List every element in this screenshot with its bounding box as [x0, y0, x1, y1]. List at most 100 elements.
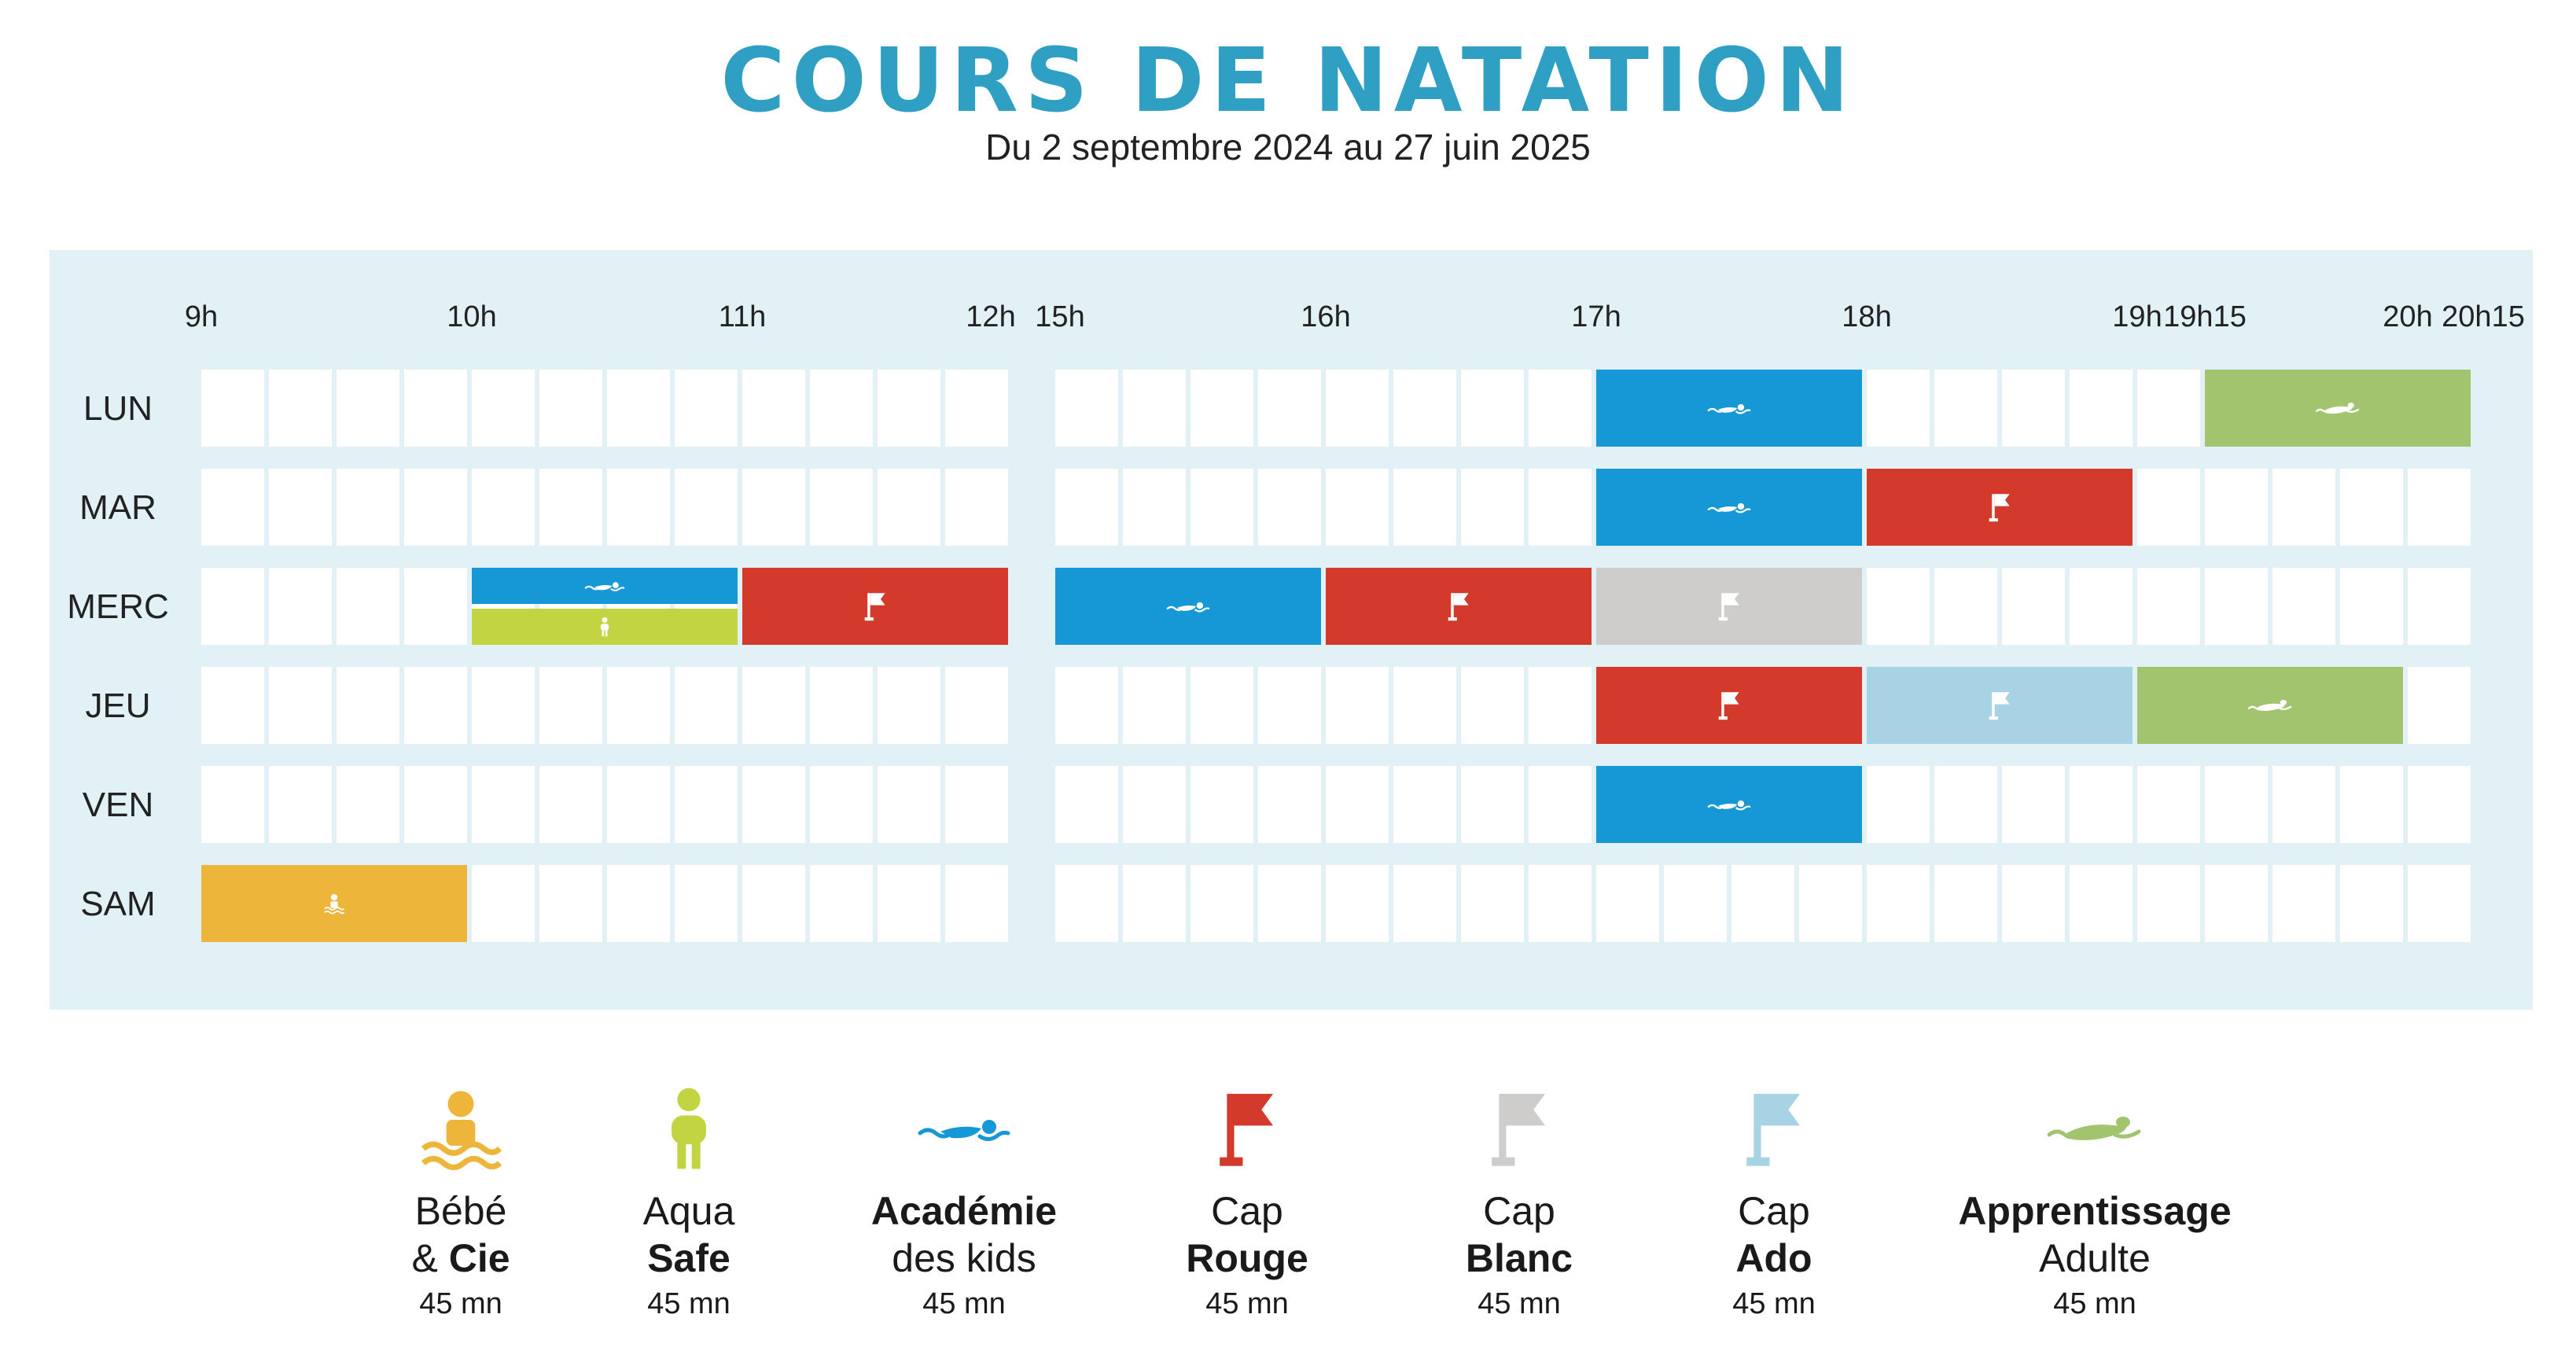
legend-item-bebe: Bébé & Cie 45 mn	[304, 1069, 618, 1326]
time-label: 12h	[966, 300, 1016, 333]
baby-swimmer-icon	[421, 1091, 502, 1171]
grid-cell	[2272, 865, 2335, 942]
grid-cell	[945, 370, 1008, 447]
page-subtitle: Du 2 septembre 2024 au 27 juin 2025	[985, 127, 1591, 167]
grid-cell	[2137, 568, 2200, 645]
academie-icon	[584, 582, 625, 591]
grid-cell	[1393, 370, 1456, 447]
day-label-sam: SAM	[80, 885, 156, 923]
grid-cell	[1190, 667, 1253, 744]
page-title: COURS DE NATATION	[720, 30, 1856, 132]
course-slot-bebe[interactable]	[201, 865, 467, 942]
grid-cell	[742, 469, 805, 546]
course-slot-cap-ado[interactable]	[1867, 667, 2133, 744]
course-slot-academie[interactable]	[1596, 766, 1862, 843]
grid-cell	[337, 766, 399, 843]
grid-cell	[1258, 469, 1321, 546]
day-label-jeu: JEU	[85, 687, 151, 725]
grid-cell	[1190, 469, 1253, 546]
grid-cell	[1326, 865, 1389, 942]
grid-cell	[945, 469, 1008, 546]
grid-cell	[742, 865, 805, 942]
grid-cell	[607, 370, 670, 447]
course-slot-cap-rouge[interactable]	[742, 568, 1008, 645]
day-label-mar: MAR	[79, 488, 156, 527]
grid-cell	[878, 667, 940, 744]
legend-subtitle: Ado	[1617, 1235, 1931, 1282]
time-label: 16h	[1301, 300, 1351, 333]
flag-icon	[1718, 593, 1739, 621]
academie-icon	[1707, 403, 1751, 414]
time-label: 10h	[447, 300, 497, 333]
grid-cell	[1461, 865, 1524, 942]
course-slot-cap-rouge[interactable]	[1596, 667, 1862, 744]
grid-cell	[2137, 766, 2200, 843]
grid-cell	[2002, 370, 2065, 447]
grid-cell	[1867, 568, 1930, 645]
grid-cell	[1190, 766, 1253, 843]
grid-cell	[2408, 568, 2471, 645]
legend-title: Cap	[1738, 1189, 1810, 1233]
legend-name: Ado	[1735, 1236, 1812, 1280]
course-slot-cap-rouge[interactable]	[1326, 568, 1592, 645]
grid-cell	[1529, 667, 1592, 744]
grid-cell	[1123, 667, 1186, 744]
grid-cell	[1529, 370, 1592, 447]
adult-swimmer-icon	[2048, 1117, 2141, 1140]
course-slot-academie[interactable]	[472, 568, 738, 604]
legend-duration: 45 mn	[647, 1287, 730, 1320]
grid-cell	[675, 469, 738, 546]
day-label-ven: VEN	[82, 786, 154, 824]
grid-cell	[1326, 667, 1389, 744]
course-slot-academie[interactable]	[1596, 370, 1862, 447]
white-flag-icon	[1492, 1094, 1545, 1166]
course-slot-aqua[interactable]	[472, 609, 738, 645]
grid-cell	[1190, 370, 1253, 447]
grid-cell	[1529, 469, 1592, 546]
grid-cell	[675, 370, 738, 447]
course-slot-cap-rouge[interactable]	[1867, 469, 2133, 546]
grid-cell	[2408, 667, 2471, 744]
time-label: 11h	[718, 300, 767, 333]
child-with-float-icon	[672, 1088, 706, 1169]
grid-cell	[1258, 865, 1321, 942]
grid-cell	[1867, 766, 1930, 843]
grid-cell	[337, 667, 399, 744]
grid-cell	[2070, 766, 2133, 843]
grid-cell	[2137, 865, 2200, 942]
course-slot-adulte[interactable]	[2205, 370, 2471, 447]
course-slot-adulte[interactable]	[2137, 667, 2403, 744]
legend-title: Aqua	[642, 1189, 735, 1233]
grid-cell	[2408, 865, 2471, 942]
flag-icon	[1989, 692, 2010, 720]
grid-cell	[810, 667, 873, 744]
grid-cell	[472, 865, 535, 942]
legend-title: Bébé	[414, 1189, 507, 1233]
course-slot-cap-blanc[interactable]	[1596, 568, 1862, 645]
legend-name: Safe	[647, 1236, 730, 1280]
legend-duration: 45 mn	[419, 1287, 502, 1320]
time-label: 18h	[1842, 300, 1892, 333]
legend-duration: 45 mn	[1478, 1287, 1561, 1320]
adulte-icon	[2316, 403, 2360, 414]
grid-cell	[675, 667, 738, 744]
grid-cell	[472, 766, 535, 843]
grid-cell	[2070, 568, 2133, 645]
legend-name: Rouge	[1186, 1236, 1308, 1280]
legend-name: Cie	[448, 1236, 510, 1280]
legend-item-adulte: Apprentissage Adulte 45 mn	[1938, 1069, 2252, 1326]
grid-cell	[878, 469, 940, 546]
grid-cell	[269, 370, 332, 447]
grid-cell	[1258, 766, 1321, 843]
flag-icon	[864, 593, 885, 621]
time-label: 20h	[2383, 300, 2433, 333]
grid-cell	[878, 766, 940, 843]
grid-cell	[945, 766, 1008, 843]
legend-item-aqua: Aqua Safe 45 mn	[532, 1069, 846, 1326]
course-slot-academie[interactable]	[1596, 469, 1862, 546]
grid-cell	[2340, 469, 2403, 546]
course-slot-academie[interactable]	[1055, 568, 1321, 645]
academie-icon	[1707, 502, 1751, 514]
grid-cell	[2272, 469, 2335, 546]
grid-cell	[1123, 469, 1186, 546]
